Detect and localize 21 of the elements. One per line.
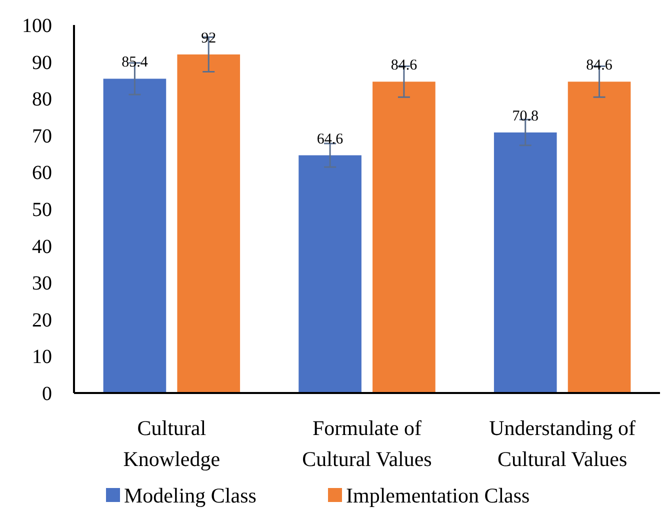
y-tick-label: 10: [32, 346, 52, 368]
data-label: 84.6: [586, 58, 613, 74]
y-tick-label: 60: [32, 162, 52, 184]
x-tick-label: Formulate of Cultural Values: [302, 416, 432, 471]
y-tick-label: 50: [32, 199, 52, 221]
y-tick-label: 30: [32, 272, 52, 295]
legend-label: Implementation Class: [346, 483, 530, 508]
data-label: 85.4: [122, 54, 148, 71]
data-label: 64.6: [316, 131, 344, 148]
x-tick-label: Cultural Knowledge: [123, 416, 220, 471]
data-label: 84.6: [390, 58, 418, 74]
y-tick-label: 40: [32, 236, 52, 258]
legend-label: Modeling Class: [124, 483, 256, 508]
y-tick-label: 70: [32, 125, 52, 148]
x-tick-label: Understanding of Cultural Values: [489, 416, 636, 471]
y-tick-label: 90: [32, 52, 52, 74]
y-tick-label: 100: [22, 15, 52, 37]
y-tick-label: 80: [32, 88, 52, 111]
y-tick-label: 20: [32, 309, 52, 332]
y-tick-label: 0: [42, 383, 52, 405]
data-label: 70.8: [512, 108, 539, 124]
